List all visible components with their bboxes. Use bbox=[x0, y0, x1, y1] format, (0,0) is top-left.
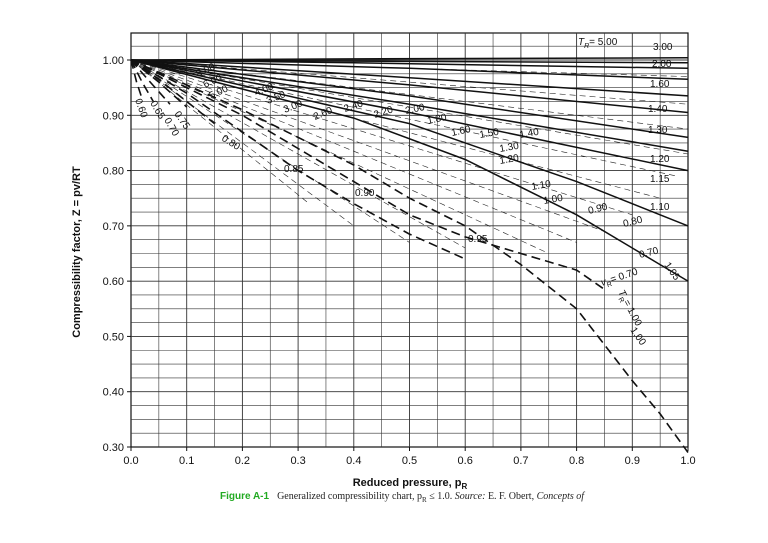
reduced-volume-line bbox=[130, 59, 633, 216]
curve-label: 1.40 bbox=[648, 104, 668, 115]
y-axis-label: Compressibility factor, Z = pv/RT bbox=[71, 166, 83, 338]
y-tick-label: 0.70 bbox=[103, 221, 124, 233]
isotherm-curves bbox=[130, 57, 689, 453]
figure-number: Figure A-1 bbox=[220, 491, 270, 502]
curve-label: 1.30 bbox=[648, 125, 668, 136]
curve-label: 3.00 bbox=[653, 42, 673, 53]
curve-label: 0.90 bbox=[355, 188, 375, 199]
x-axis-label: Reduced pressure, pR bbox=[353, 477, 468, 490]
curve-label: 1.20 bbox=[650, 154, 670, 165]
isotherm-0.60 bbox=[130, 59, 143, 99]
isotherm-0.90 bbox=[130, 59, 605, 291]
curve-label: 0.85 bbox=[284, 164, 304, 175]
vr-annotation: vR= 0.70 bbox=[600, 266, 641, 290]
y-tick-label: 0.50 bbox=[103, 331, 124, 343]
y-tick-label: 0.30 bbox=[103, 442, 124, 454]
curve-label: 1.10 bbox=[531, 179, 553, 193]
reduced-volume-line bbox=[130, 59, 677, 177]
figure-caption: Figure A-1 Generalized compressibility ch… bbox=[220, 491, 740, 504]
isotherm-1.20 bbox=[130, 59, 689, 139]
curve-label: 1.50 bbox=[479, 127, 501, 141]
x-tick-label: 0.4 bbox=[346, 455, 361, 467]
isotherm-2.00 bbox=[130, 59, 689, 70]
x-tick-label: 0.0 bbox=[123, 455, 138, 467]
isotherm-0.85 bbox=[130, 59, 466, 260]
reduced-volume-line bbox=[130, 59, 310, 204]
isotherm-1.05 bbox=[130, 59, 689, 227]
curve-label: 1.15 bbox=[650, 174, 670, 185]
source-label: Source: bbox=[454, 491, 486, 502]
isotherm-0.70 bbox=[130, 59, 171, 105]
isotherm-0.80 bbox=[130, 59, 216, 125]
y-tick-label: 0.80 bbox=[103, 166, 124, 178]
reduced-volume-line bbox=[130, 59, 689, 155]
y-tick-label: 0.40 bbox=[103, 387, 124, 399]
curve-label: 1.80 bbox=[426, 112, 448, 127]
x-tick-label: 1.0 bbox=[680, 455, 695, 467]
compressibility-chart: 0.0 0.1 0.2 0.3 0.4 0.5 0.6 0.7 0.8 0.9 1.0 0.300.… bbox=[71, 32, 696, 490]
isotherm-1.40 bbox=[130, 59, 689, 97]
reduced-volume-line bbox=[130, 59, 577, 243]
curve-label: 2.00 bbox=[404, 102, 426, 117]
x-tick-label: 0.6 bbox=[458, 455, 473, 467]
reduced-volume-line bbox=[130, 59, 689, 105]
curve-label: 1.20 bbox=[499, 153, 521, 167]
curve-label: 1.60 bbox=[650, 79, 670, 90]
curve-label: 0.80 bbox=[219, 133, 242, 153]
curve-label: 0.80 bbox=[622, 214, 644, 229]
isotherm-0.75 bbox=[130, 59, 188, 108]
source-book: Concepts of bbox=[536, 491, 585, 502]
reduced-volume-line bbox=[130, 59, 549, 254]
curve-label: 0.90 bbox=[587, 201, 609, 216]
caption-sub: R bbox=[422, 496, 427, 504]
curve-label: 0.60 bbox=[132, 97, 149, 119]
x-tick-label: 0.3 bbox=[290, 455, 305, 467]
x-tick-label: 0.5 bbox=[402, 455, 417, 467]
y-tick-label: 1.00 bbox=[103, 55, 124, 67]
isotherm-0.95 bbox=[130, 59, 689, 453]
curve-label: 1.10 bbox=[650, 202, 670, 213]
x-tick-label: 0.9 bbox=[625, 455, 640, 467]
curve-label: 0.70 bbox=[638, 245, 660, 260]
x-tick-label: 0.1 bbox=[179, 455, 194, 467]
x-tick-label: 0.2 bbox=[235, 455, 250, 467]
isotherm-1.30 bbox=[130, 59, 689, 114]
x-tick-label: 0.7 bbox=[513, 455, 528, 467]
isotherm-1.15 bbox=[130, 59, 689, 152]
x-axis-ticks: 0.0 0.1 0.2 0.3 0.4 0.5 0.6 0.7 0.8 0.9 1.0 bbox=[123, 447, 696, 467]
isotherm-1.60 bbox=[130, 59, 689, 81]
y-tick-label: 0.90 bbox=[103, 110, 124, 122]
curve-label: 1.30 bbox=[499, 141, 521, 155]
source-text: E. F. Obert, bbox=[485, 491, 537, 502]
reduced-volume-line bbox=[130, 59, 354, 227]
isotherm-1.00 bbox=[130, 59, 689, 282]
y-tick-label: 0.60 bbox=[103, 276, 124, 288]
tr-annotation: TR= 5.00 bbox=[578, 37, 618, 50]
curve-label: 1.00 bbox=[543, 193, 565, 207]
curve-label: 2.00 bbox=[652, 59, 672, 70]
curve-label: 0.95 bbox=[468, 234, 488, 245]
caption-text2: ≤ 1.0. bbox=[426, 491, 455, 502]
y-axis-ticks: 0.30 0.40 0.50 0.60 0.70 0.80 0.90 1.00 bbox=[103, 55, 131, 454]
caption-text: Generalized compressibility chart, p bbox=[277, 491, 423, 502]
reduced-volume-line bbox=[130, 59, 410, 243]
curve-label: 1.60 bbox=[450, 124, 472, 139]
curve-label: 1.40 bbox=[519, 127, 541, 141]
curve-label: 1.05 bbox=[662, 260, 682, 283]
reduced-volume-line bbox=[130, 59, 466, 249]
isotherm-1.10 bbox=[130, 59, 689, 172]
reduced-volume-line bbox=[130, 59, 605, 232]
x-tick-label: 0.8 bbox=[569, 455, 584, 467]
curve-label: 0.65 bbox=[147, 99, 166, 122]
isotherm-0.65 bbox=[130, 59, 154, 102]
